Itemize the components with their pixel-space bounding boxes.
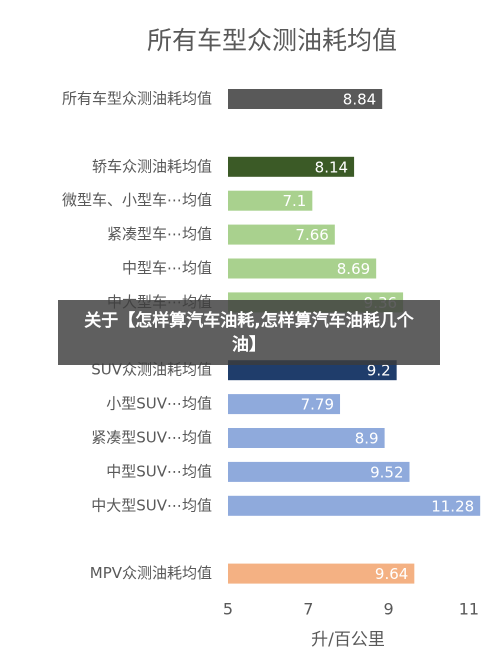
value-label: 7.79 [301, 396, 334, 414]
value-label: 7.1 [282, 192, 306, 210]
bar [228, 461, 410, 482]
x-tick-label: 5 [223, 600, 233, 619]
x-tick-label: 7 [303, 600, 313, 619]
bar [228, 360, 397, 381]
value-label: 11.28 [431, 497, 474, 515]
bar [228, 224, 335, 245]
y-tick-label: 中型SUV⋯均值 [106, 462, 212, 480]
bar [228, 495, 481, 516]
y-tick-label: 所有车型众测油耗均值 [62, 90, 212, 108]
bar [228, 563, 415, 584]
caption-text: 关于【怎样算汽车油耗,怎样算汽车油耗几个油】 [84, 310, 414, 355]
y-tick-label: 中型车⋯均值 [122, 259, 212, 277]
chart-title: 所有车型众测油耗均值 [147, 26, 397, 55]
value-label: 8.69 [337, 260, 370, 278]
value-label: 9.64 [375, 565, 408, 583]
value-label: 7.66 [295, 226, 328, 244]
y-tick-label: SUV众测油耗均值 [91, 361, 212, 379]
bar [228, 428, 385, 448]
y-tick-label: 微型车、小型车⋯均值 [62, 191, 212, 209]
y-tick-label: 小型SUV⋯均值 [106, 395, 212, 413]
value-label: 8.14 [315, 158, 348, 176]
value-label: 9.2 [367, 362, 391, 380]
bar [228, 89, 383, 109]
caption-overlay: 关于【怎样算汽车油耗,怎样算汽车油耗几个油】 [58, 300, 440, 365]
x-axis-label: 升/百公里 [311, 630, 385, 650]
value-label: 8.84 [343, 91, 376, 109]
bar [228, 156, 355, 177]
bar [228, 258, 377, 279]
x-tick-label: 11 [459, 600, 479, 619]
y-tick-label: 紧凑型车⋯均值 [107, 225, 212, 243]
y-tick-label: 中大型SUV⋯均值 [91, 496, 212, 514]
y-tick-label: MPV众测油耗均值 [90, 564, 212, 582]
value-label: 9.52 [370, 463, 403, 481]
y-tick-label: 轿车众测油耗均值 [92, 157, 212, 175]
y-tick-label: 紧凑型SUV⋯均值 [91, 429, 212, 447]
x-tick-label: 9 [384, 600, 394, 619]
bar [228, 190, 313, 211]
value-label: 8.9 [355, 430, 379, 448]
bar [228, 394, 341, 415]
